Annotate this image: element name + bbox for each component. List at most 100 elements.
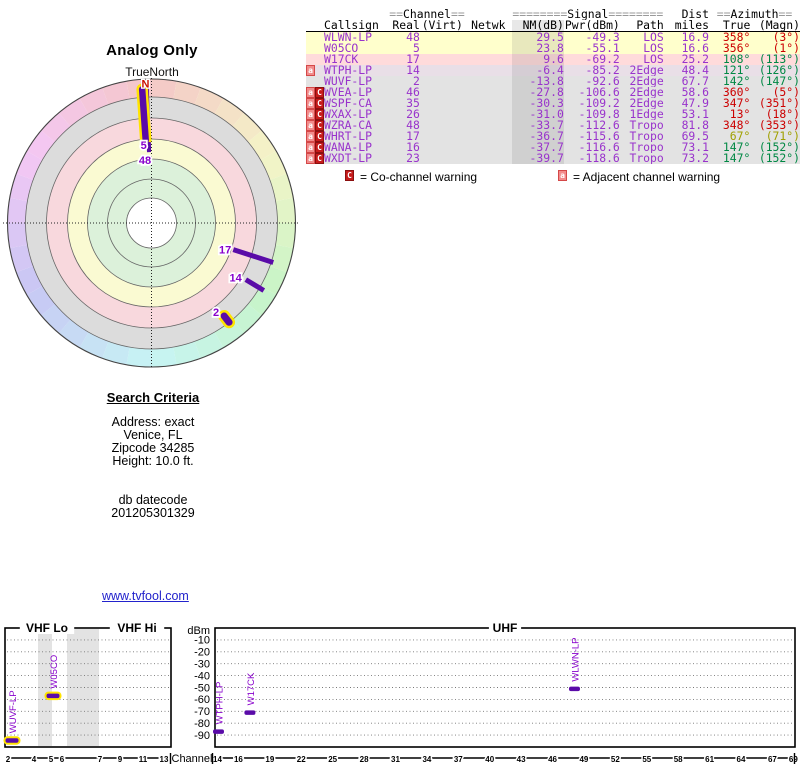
- cell-nm-db: -37.7: [511, 142, 564, 153]
- cell-path: 2Edge: [629, 65, 664, 76]
- search-city: Venice, FL: [123, 428, 183, 442]
- cell-path: Tropo: [629, 142, 664, 153]
- dbm-tick-label: -10: [194, 635, 210, 647]
- tvfool-link[interactable]: www.tvfool.com: [102, 589, 189, 603]
- cell-power-dbm: -115.6: [578, 131, 620, 142]
- dbm-tick-label: -80: [194, 718, 210, 730]
- cell-power-dbm: -92.6: [585, 76, 620, 87]
- dbm-tick-label: -50: [194, 682, 210, 694]
- channel-tick-label: 14: [213, 755, 222, 764]
- cell-azimuth-true: 356°: [722, 43, 751, 54]
- co-channel-legend: C = Co-channel warning: [345, 170, 477, 184]
- cell-network: [465, 109, 512, 120]
- cell-power-dbm: -49.3: [585, 31, 620, 43]
- radar-station-marker: [220, 312, 233, 326]
- cell-callsign: WHRT-LP: [324, 131, 373, 142]
- adjacent-channel-legend-text: = Adjacent channel warning: [573, 170, 721, 184]
- cell-miles: 47.9: [681, 98, 710, 109]
- channel-group-header: ==Channel==: [389, 9, 465, 20]
- adjacent-channel-flag: a: [306, 87, 315, 98]
- cell-real-channel: 48: [406, 31, 420, 43]
- channel-tick-label: 40: [485, 755, 494, 764]
- col-header-magn: (Magn): [750, 20, 800, 32]
- cell-network: [465, 54, 512, 65]
- cell-real-channel: 5: [412, 43, 420, 54]
- col-header-callsign: Callsign: [324, 20, 390, 32]
- channel-tick-label: 13: [160, 755, 169, 764]
- cell-callsign: WTPH-LP: [324, 65, 373, 76]
- cell-path: 2Edge: [629, 76, 664, 87]
- compass-north-icon: N: [141, 79, 149, 91]
- adjacent-channel-legend: a = Adjacent channel warning: [558, 170, 720, 184]
- adjacent-channel-flag: a: [306, 65, 315, 76]
- co-channel-flag: C: [315, 109, 324, 120]
- cell-power-dbm: -55.1: [585, 43, 620, 54]
- cell-virtual-channel: [420, 65, 465, 76]
- table-row: a C WXDT-LP 23 -39.7 -118.6 Tropo 73.2 147° (152°…: [306, 153, 800, 164]
- warning-legend: C = Co-channel warning a = Adjacent channe…: [0, 170, 800, 184]
- spectrum-station-label: W05CO: [49, 655, 60, 689]
- radar-azimuth-hue-sector: [269, 173, 294, 202]
- band-label: UHF: [493, 621, 518, 635]
- radar-azimuth-hue-sector: [126, 347, 152, 367]
- cell-miles: 53.1: [681, 109, 710, 120]
- row-warning-flags: [306, 76, 324, 87]
- cell-virtual-channel: [420, 109, 465, 120]
- dbm-tick-label: -20: [194, 647, 210, 659]
- cell-azimuth-true: 13°: [729, 109, 751, 120]
- cell-azimuth-magnetic: (152°): [758, 153, 800, 164]
- col-header-true: True: [709, 20, 751, 32]
- table-group-header-row: ==Channel== ========Signal======== Dist …: [306, 9, 800, 20]
- co-channel-flag: C: [315, 98, 324, 109]
- cell-azimuth-true: 347°: [722, 98, 751, 109]
- db-datecode-label: db datecode: [118, 493, 188, 507]
- cell-real-channel: 35: [406, 98, 420, 109]
- radar-channel-label: 5: [141, 140, 147, 152]
- table-row: a C WZRA-CA 48 -33.7 -112.6 Tropo 81.8 348° (353°…: [306, 120, 800, 131]
- channel-tick-label: 2: [6, 755, 11, 764]
- cell-nm-db: -6.4: [511, 65, 564, 76]
- channel-tick-label: 46: [548, 755, 557, 764]
- channel-tick-label: 69: [789, 755, 798, 764]
- channel-tick-label: 37: [454, 755, 463, 764]
- cell-miles: 48.4: [681, 65, 710, 76]
- cell-nm-db: -36.7: [511, 131, 564, 142]
- radar-azimuth-hue-sector: [9, 244, 34, 273]
- spectrum-bar: [568, 686, 580, 692]
- cell-network: [465, 65, 512, 76]
- co-channel-flag: C: [315, 131, 324, 142]
- radar-azimuth-hue-sector: [7, 223, 28, 249]
- cell-virtual-channel: [420, 142, 465, 153]
- cell-power-dbm: -69.2: [585, 54, 620, 65]
- search-height: Height: 10.0 ft.: [112, 454, 194, 468]
- radar-azimuth-hue-sector: [151, 79, 177, 99]
- band-label-bg: [19, 621, 75, 634]
- cell-callsign: W17CK: [324, 54, 359, 65]
- radar-azimuth-hue-sector: [58, 98, 89, 127]
- table-row: W17CK 17 9.6 -69.2 LOS 25.2 108° (113°): [306, 54, 800, 65]
- channel-tick-label: 19: [265, 755, 274, 764]
- cell-path: 1Edge: [629, 109, 664, 120]
- cell-nm-db: -31.0: [511, 109, 564, 120]
- radar-channel-label: 17: [219, 245, 231, 257]
- dbm-tick-label: -30: [194, 659, 210, 671]
- cell-nm-db: -27.8: [511, 87, 564, 98]
- cell-nm-db: 9.6: [511, 54, 564, 65]
- radar-azimuth-hue-sector: [173, 341, 201, 365]
- radar-azimuth-hue-sector: [151, 347, 177, 367]
- cell-power-dbm: -116.6: [578, 142, 620, 153]
- radar-station-marker: [244, 277, 266, 293]
- adjacent-channel-flag: a: [306, 109, 315, 120]
- cell-callsign: WXAX-LP: [324, 109, 373, 120]
- table-row: a C WHRT-LP 17 -36.7 -115.6 Tropo 69.5 67° (71°): [306, 131, 800, 142]
- table-row: a WTPH-LP 14 -6.4 -85.2 2Edge 48.4 121° (126°): [306, 65, 800, 76]
- co-channel-flag: C: [315, 142, 324, 153]
- cell-azimuth-magnetic: (1°): [772, 43, 800, 54]
- spectrum-gap-band: [67, 629, 99, 746]
- channel-tick-label: 55: [642, 755, 651, 764]
- radar-azimuth-hue-sector: [173, 81, 201, 105]
- table-row: WLWN-LP 48 29.5 -49.3 LOS 16.9 358° (3°): [306, 31, 800, 43]
